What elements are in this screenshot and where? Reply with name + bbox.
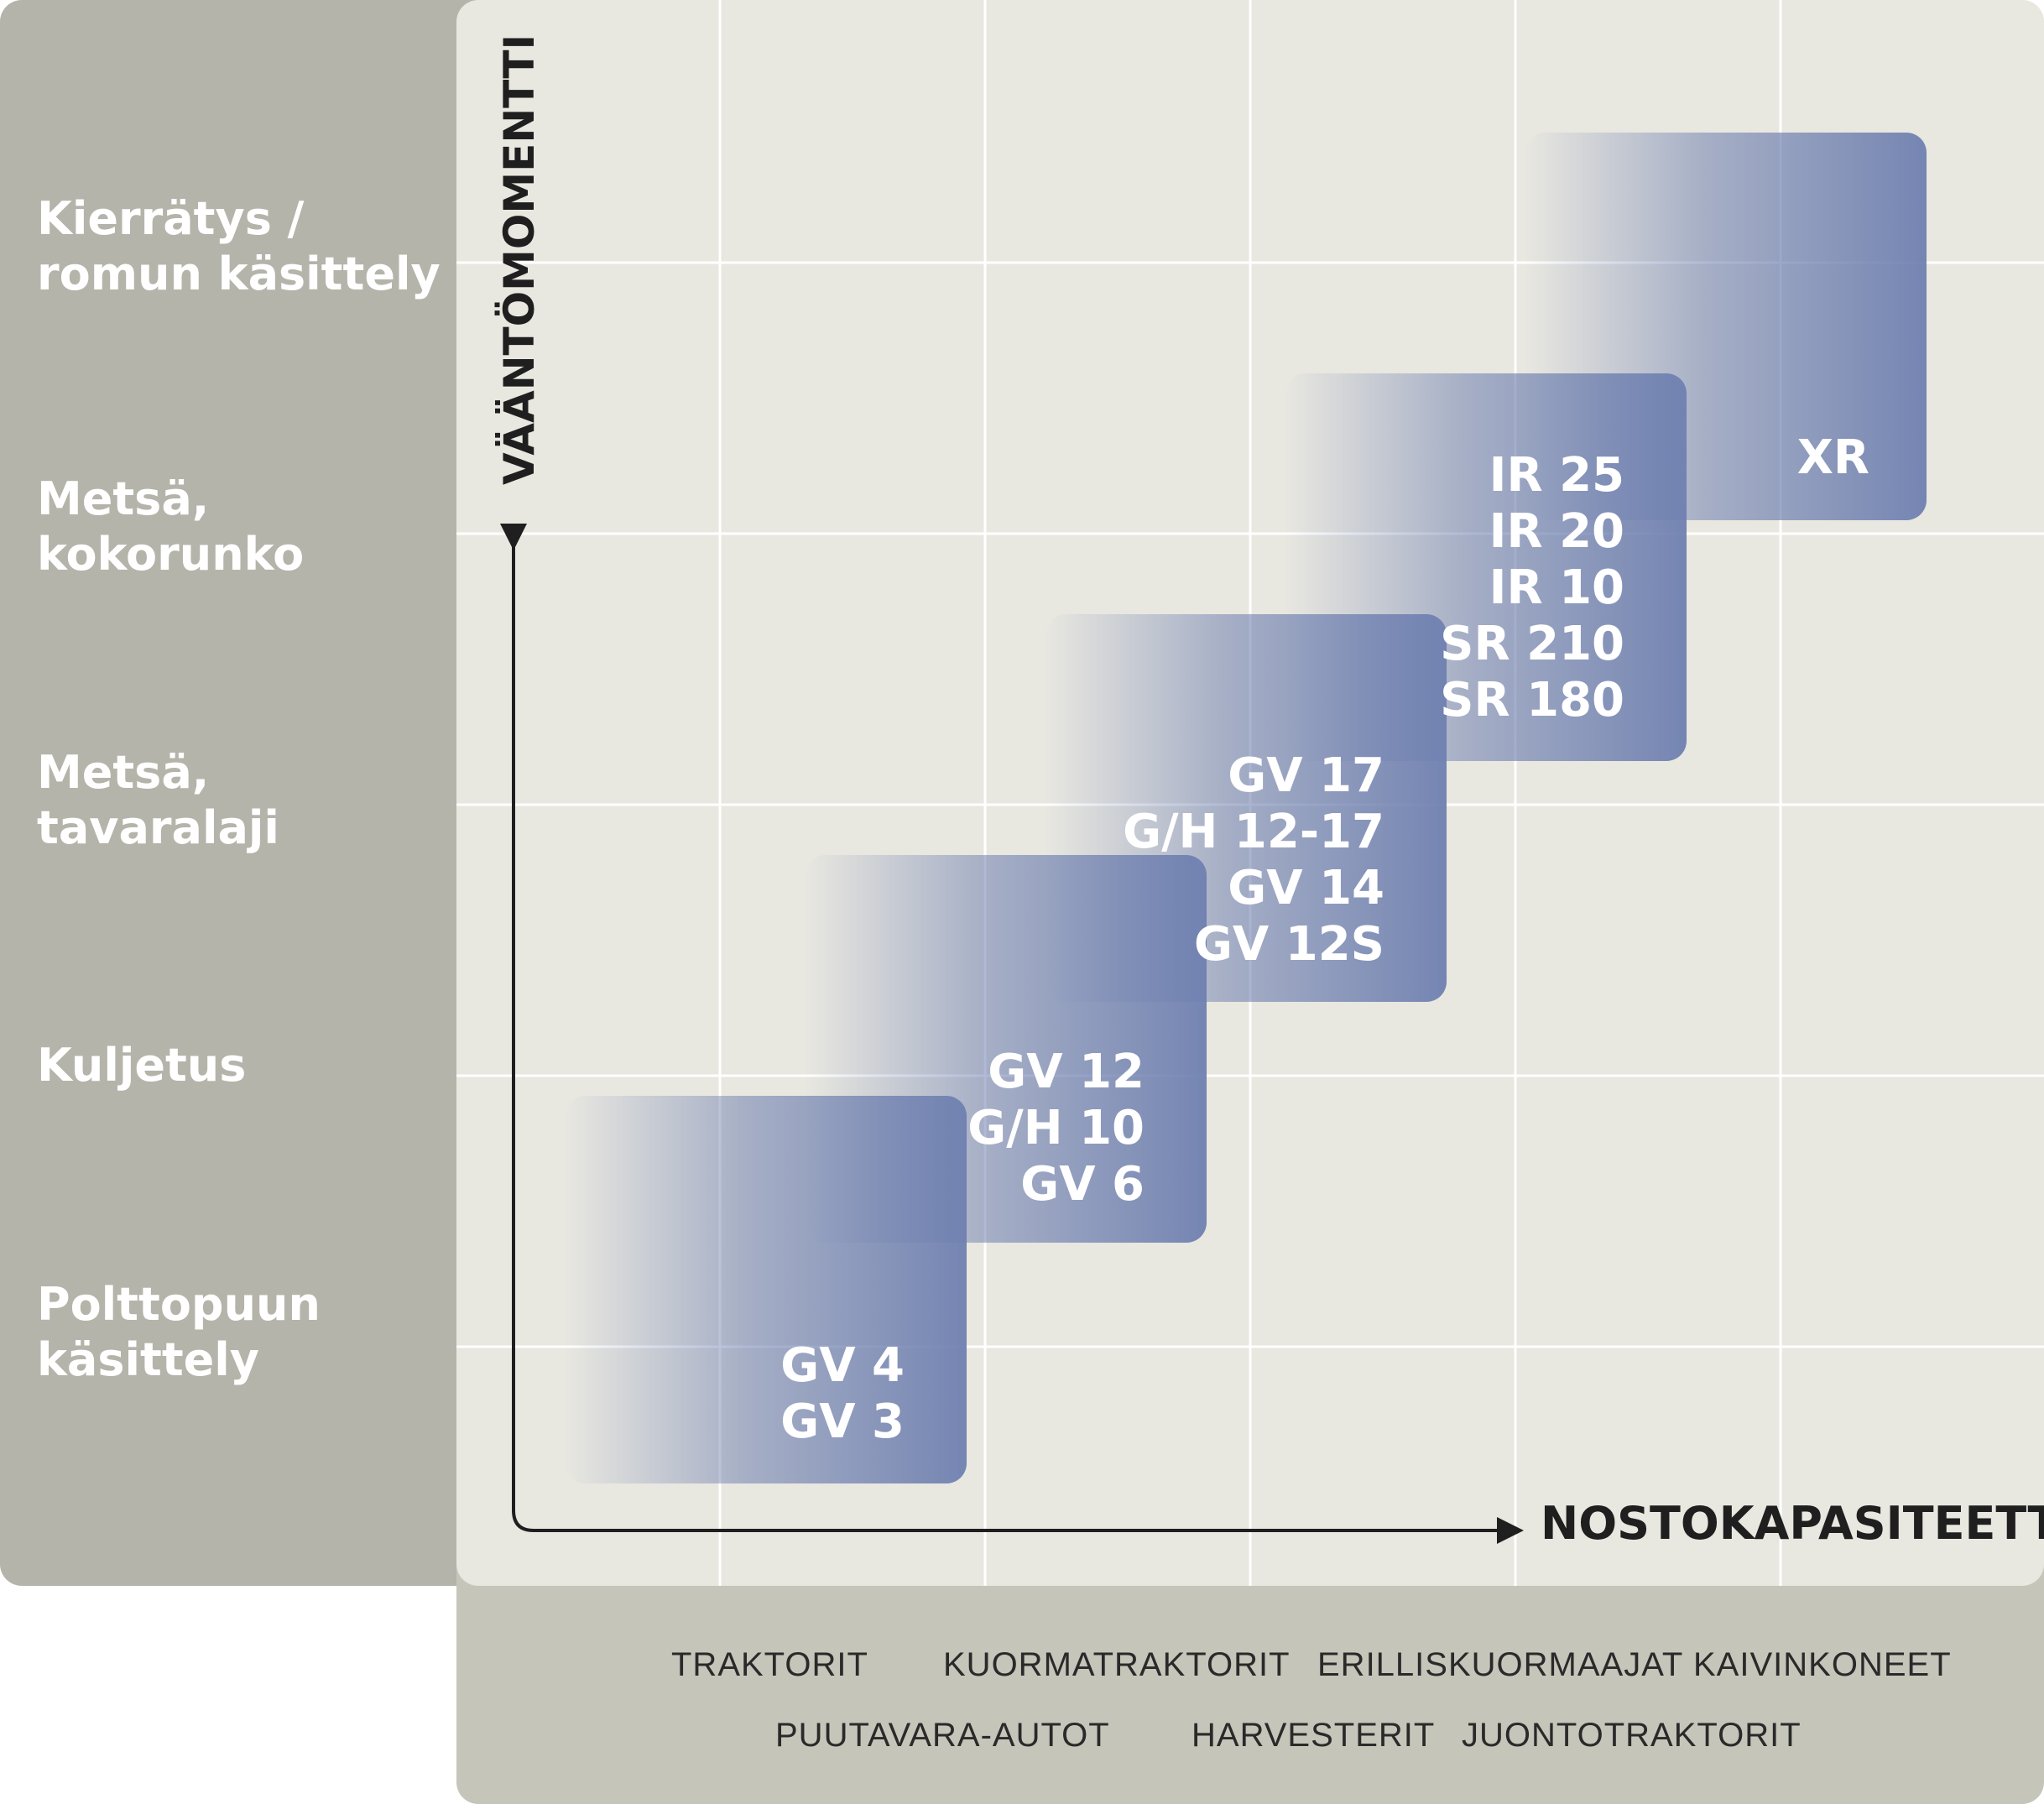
category-label-transport: Kuljetus: [37, 1039, 247, 1092]
block-2-models: GV 12 G/H 10 GV 6: [967, 1044, 1145, 1212]
machine-excavators: KAIVINKONEET: [1693, 1646, 1952, 1683]
machine-skidders: JUONTOTRAKTORIT: [1462, 1717, 1802, 1754]
block-1-models: GV 4 GV 3: [780, 1337, 905, 1450]
block-5-models: XR: [1797, 430, 1869, 486]
block-5: [1525, 133, 1927, 520]
model-label: G/H 10: [967, 1101, 1145, 1155]
model-label: GV 3: [780, 1395, 905, 1449]
model-label: GV 17: [1228, 748, 1384, 803]
y-axis-title: VÄÄNTÖMOMENTTI: [495, 34, 544, 485]
model-label: XR: [1796, 430, 1869, 485]
machine-harvesters: HARVESTERIT: [1191, 1717, 1436, 1754]
machine-forwarders: KUORMATRAKTORIT: [943, 1646, 1291, 1683]
category-label-forest-cut: Metsä, tavaralaji: [37, 746, 279, 854]
machine-timber-trucks: PUUTAVARA-AUTOT: [775, 1717, 1110, 1754]
model-label: GV 14: [1228, 861, 1384, 915]
model-label: GV 12S: [1193, 917, 1384, 972]
model-label: SR 210: [1440, 617, 1624, 671]
category-panel: [0, 0, 503, 1586]
model-label: GV 12: [988, 1045, 1145, 1099]
model-label: IR 10: [1489, 560, 1624, 615]
category-label-forest-fulltree: Metsä, kokorunko: [37, 472, 305, 581]
x-axis-title: NOSTOKAPASITEETTI: [1541, 1497, 2044, 1550]
axis-arrows: [500, 524, 1524, 1544]
model-label: GV 4: [780, 1338, 905, 1393]
chart-area: [456, 0, 2044, 1586]
category-label-recycling: Kierrätys / romun käsittely: [37, 192, 441, 300]
model-label: G/H 12-17: [1123, 805, 1384, 859]
model-label: SR 180: [1440, 673, 1624, 727]
block-3-models: GV 17 G/H 12-17 GV 14 GV 12S: [1123, 748, 1384, 972]
category-label-firewood: Polttopuun käsittely: [37, 1278, 321, 1386]
chart-graphic: [456, 0, 2044, 1586]
model-label: GV 6: [1020, 1157, 1145, 1212]
machine-tractors: TRAKTORIT: [671, 1646, 868, 1683]
block-4-models: IR 25 IR 20 IR 10 SR 210 SR 180: [1440, 447, 1624, 728]
model-label: IR 20: [1489, 504, 1624, 559]
machine-loaders: ERILLISKUORMAAJAT: [1317, 1646, 1684, 1683]
model-label: IR 25: [1489, 448, 1624, 503]
